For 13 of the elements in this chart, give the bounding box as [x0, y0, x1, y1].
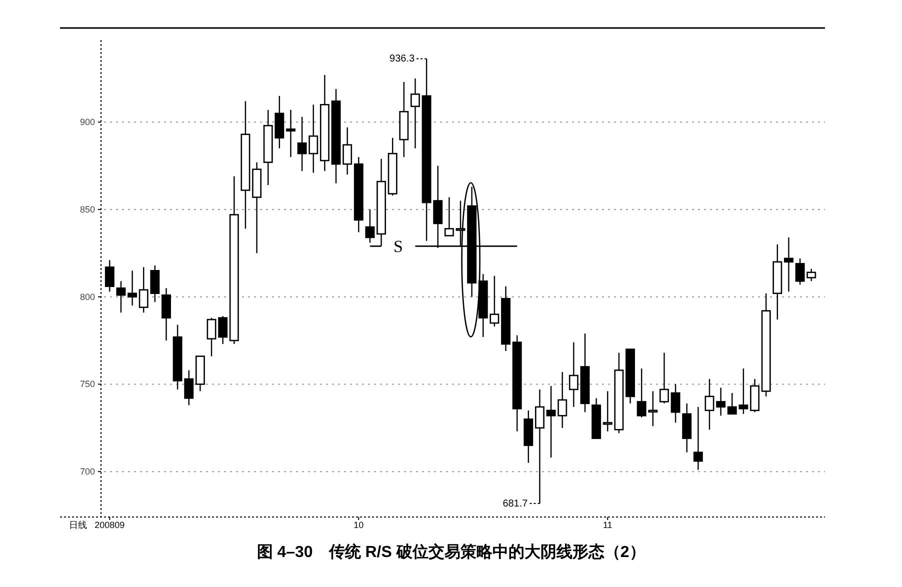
y-tick-label: 800: [80, 292, 95, 302]
y-tick-label: 700: [80, 466, 95, 477]
x-tick-label: 11: [602, 520, 612, 530]
y-tick-label: 850: [80, 204, 95, 214]
annotation: 936.3: [390, 54, 415, 65]
x-tick-label: 10: [354, 520, 364, 530]
y-tick-label: 900: [80, 117, 95, 128]
x-axis-title: 日线: [69, 520, 87, 530]
annotation: 681.7: [502, 498, 528, 510]
annotation: S: [394, 237, 403, 256]
x-tick-label: 200809: [94, 520, 125, 530]
text: 图 4–30 传统 R/S 破位交易策略中的大阴线形态（2）: [256, 542, 646, 561]
y-tick-label: 750: [80, 379, 95, 390]
